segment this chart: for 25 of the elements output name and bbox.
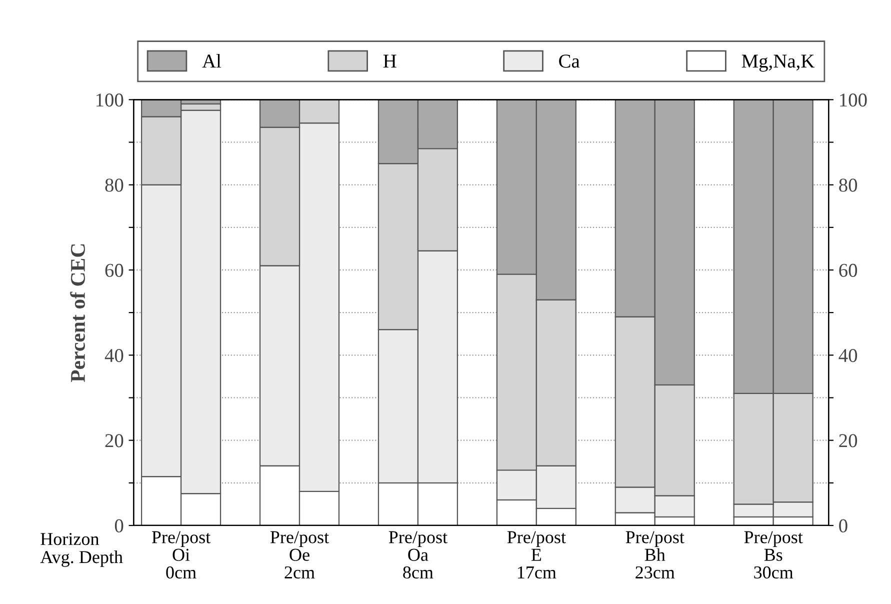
- y-tick-label: 80: [105, 178, 124, 192]
- y2-tick-label: 60: [839, 264, 858, 277]
- y2-tick-label: 40: [838, 348, 858, 362]
- text: Avg. Depth: [40, 550, 123, 567]
- y2-tick-label: 80: [839, 178, 858, 192]
- text: Pre/post Bs 30cm: [744, 531, 803, 579]
- legend-label: Mg,Na,K: [742, 54, 815, 72]
- text: Pre/post Oa 8cm: [388, 531, 448, 579]
- y-axis-title: Percent of CEC: [70, 244, 85, 382]
- y2-tick-label: 0: [839, 519, 848, 532]
- y-tick-label: 40: [104, 348, 124, 362]
- y2-tick-label: 20: [839, 434, 858, 448]
- text: Pre/post E 17cm: [507, 531, 566, 579]
- y-tick-label: 100: [96, 93, 124, 107]
- y-tick-label: 60: [105, 264, 124, 277]
- legend-label: H: [383, 54, 396, 68]
- y-tick-label: 20: [105, 434, 124, 448]
- text: Horizon: [40, 532, 99, 546]
- text: Pre/post Oe 2cm: [270, 531, 329, 579]
- y-tick-label: 0: [114, 519, 124, 532]
- legend-label: Al: [202, 54, 222, 68]
- legend-label: Ca: [559, 54, 580, 68]
- text: Pre/post Bh 23cm: [626, 531, 684, 579]
- text: Pre/post Oi 0cm: [152, 531, 211, 579]
- y2-tick-label: 100: [840, 93, 867, 107]
